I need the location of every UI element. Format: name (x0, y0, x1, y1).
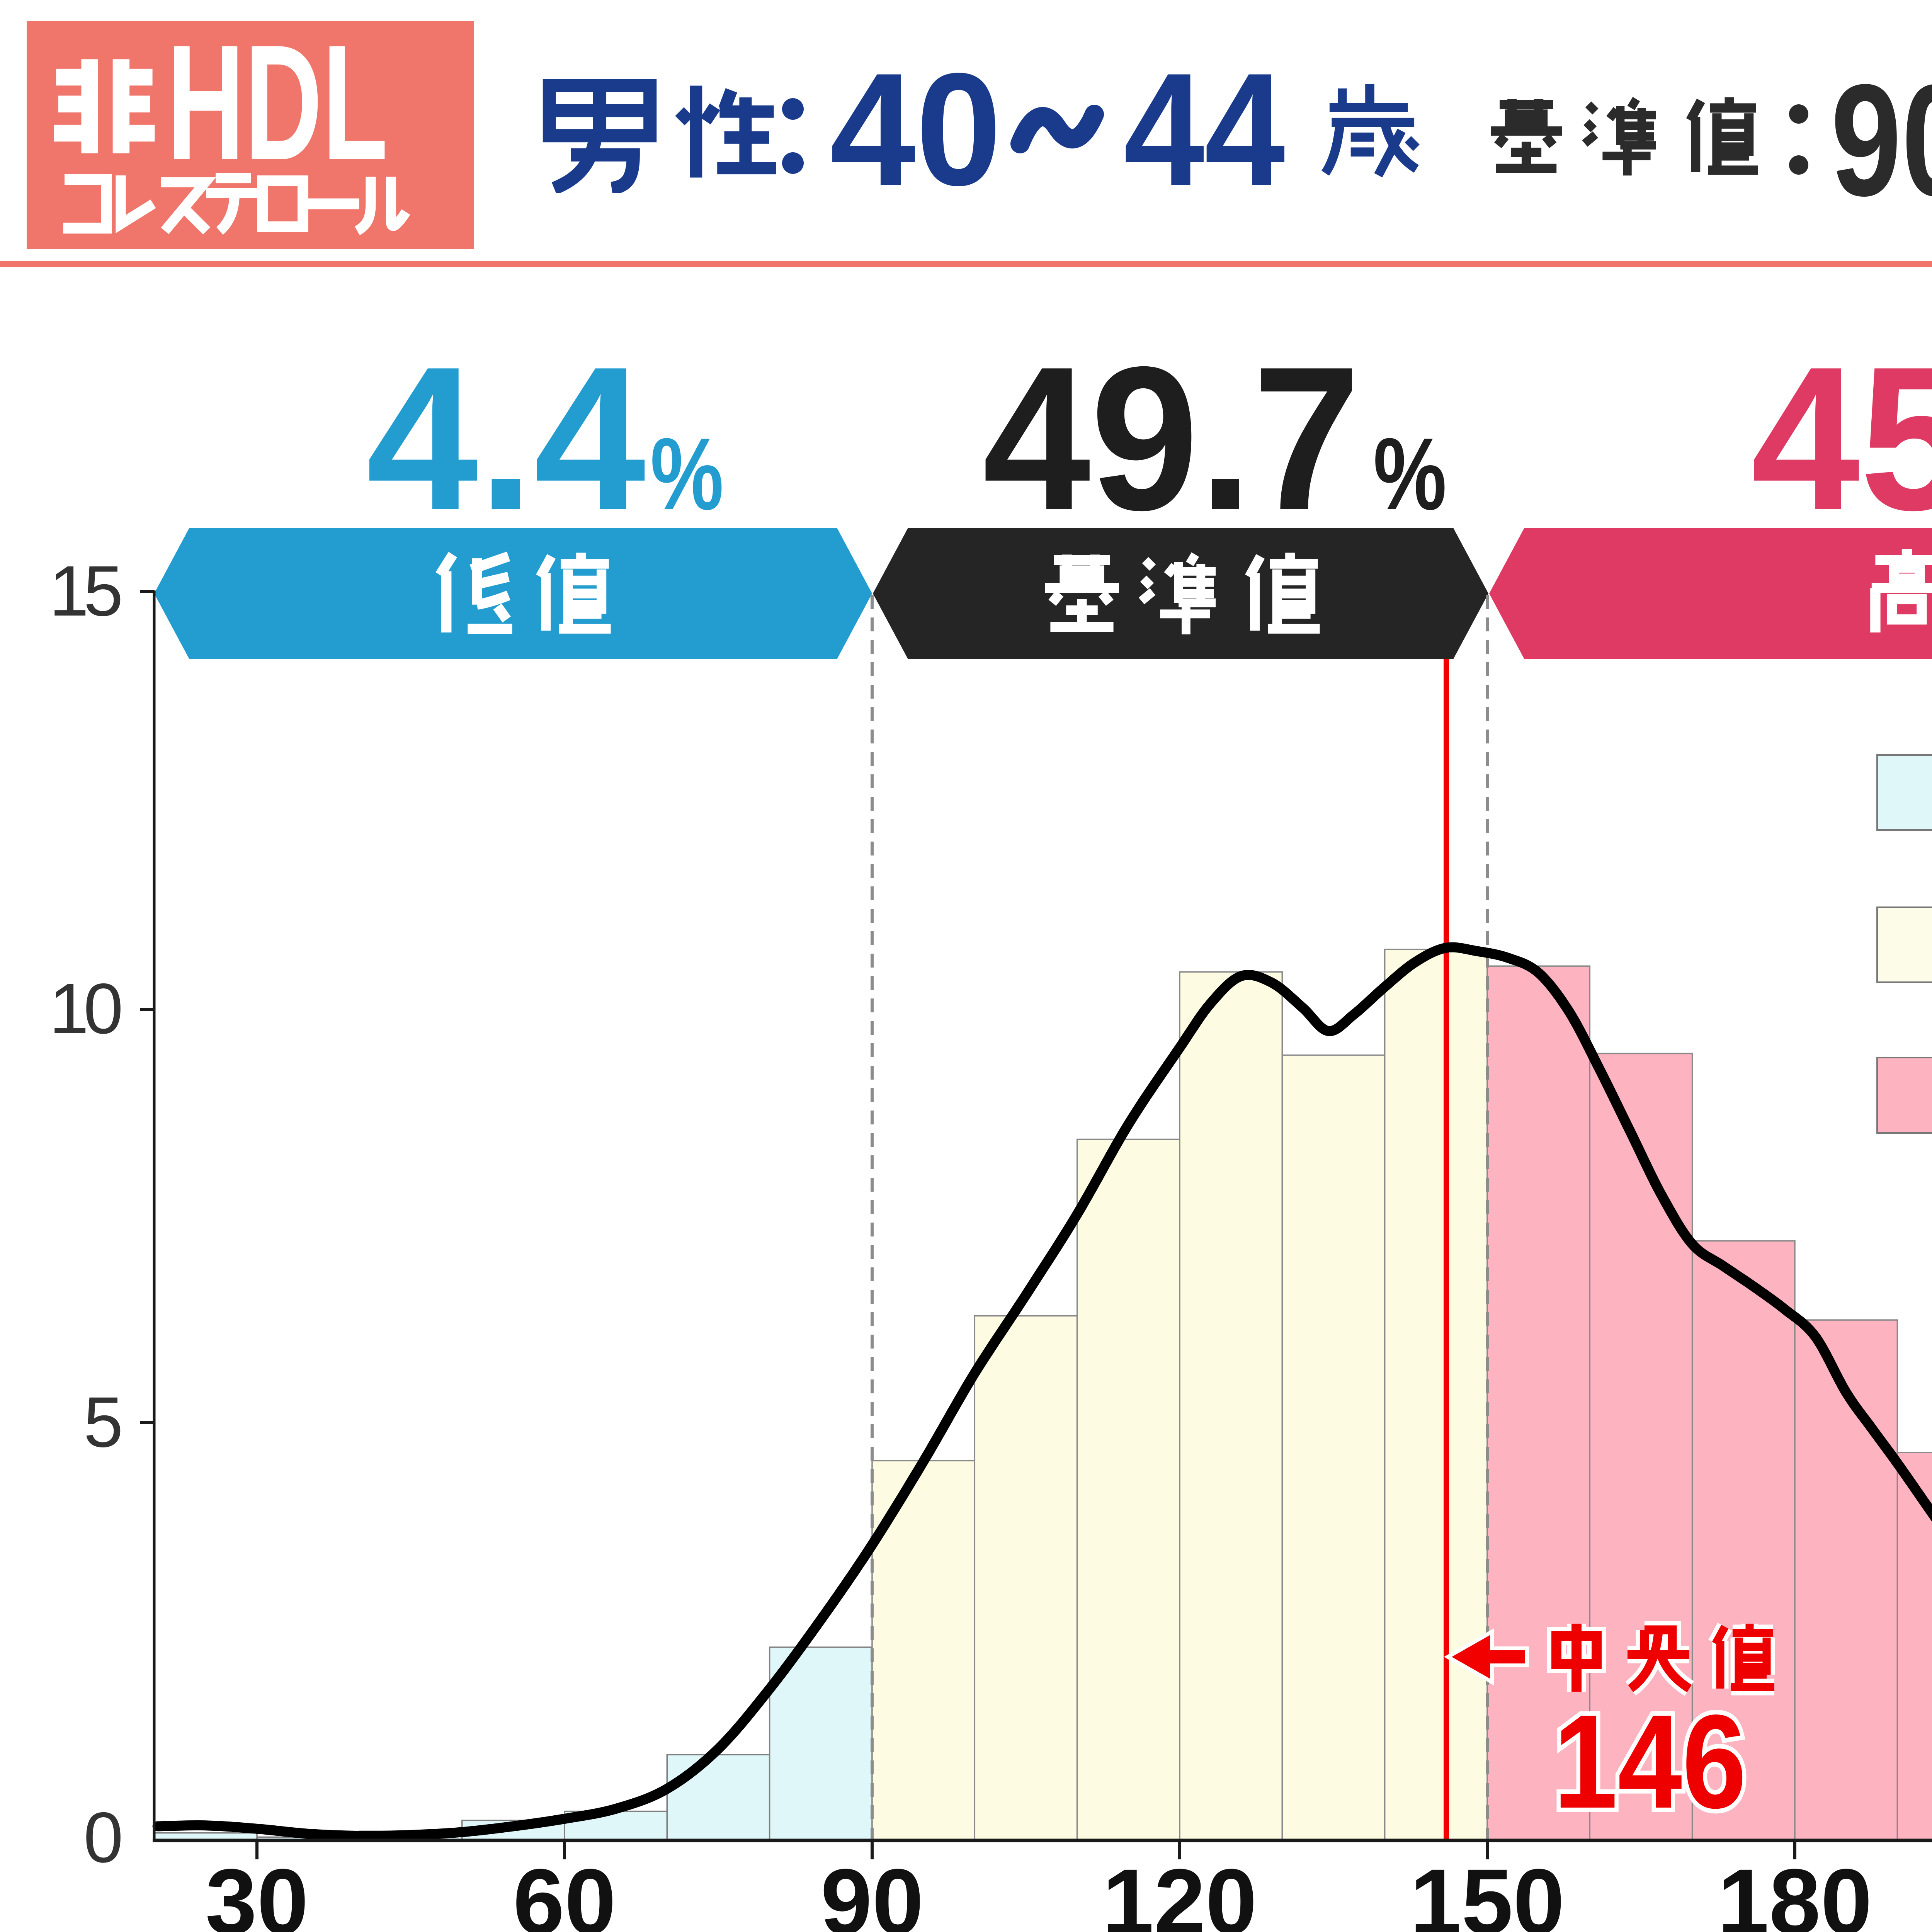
svg-text:%: % (650, 417, 724, 531)
svg-text:60: 60 (513, 1850, 616, 1932)
svg-text:120: 120 (1102, 1850, 1257, 1932)
svg-text:5: 5 (83, 1383, 121, 1462)
svg-text:30: 30 (206, 1850, 309, 1932)
svg-text:146: 146 (1553, 1687, 1747, 1836)
svg-text:49.7: 49.7 (983, 324, 1361, 553)
svg-text:44: 44 (1124, 39, 1286, 219)
svg-text:15: 15 (49, 551, 121, 631)
svg-text:40: 40 (830, 39, 1002, 219)
svg-text:90: 90 (821, 1850, 924, 1932)
svg-text:90: 90 (1831, 51, 1932, 229)
svg-text:45.9: 45.9 (1751, 324, 1932, 553)
svg-text:0: 0 (83, 1798, 121, 1878)
svg-text:180: 180 (1718, 1850, 1872, 1932)
svg-text:4.4: 4.4 (366, 324, 647, 553)
svg-text:%: % (1373, 417, 1447, 531)
svg-text:150: 150 (1410, 1850, 1565, 1932)
svg-text:HDL: HDL (167, 11, 388, 194)
svg-text:10: 10 (49, 969, 121, 1049)
